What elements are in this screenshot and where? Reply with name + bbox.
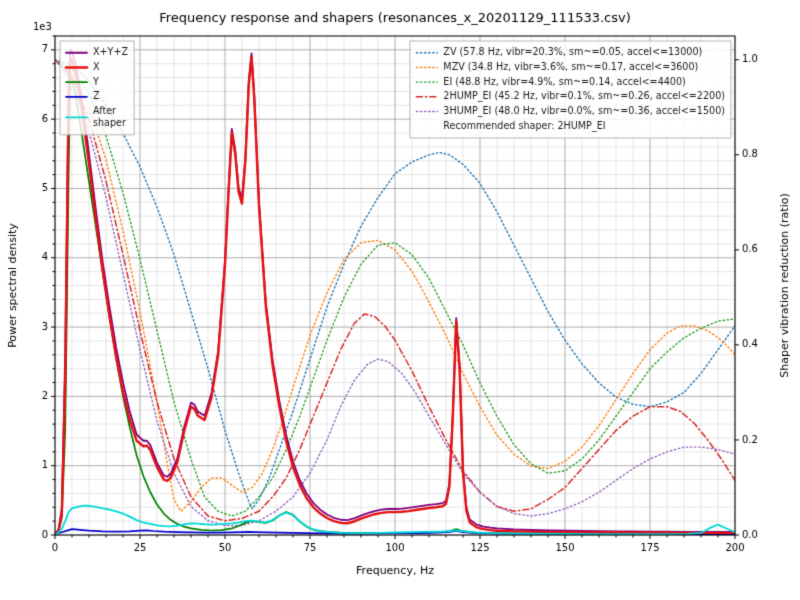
figure: Frequency response and shapers (resonanc… bbox=[0, 0, 800, 600]
resonance-chart-canvas bbox=[0, 0, 800, 600]
